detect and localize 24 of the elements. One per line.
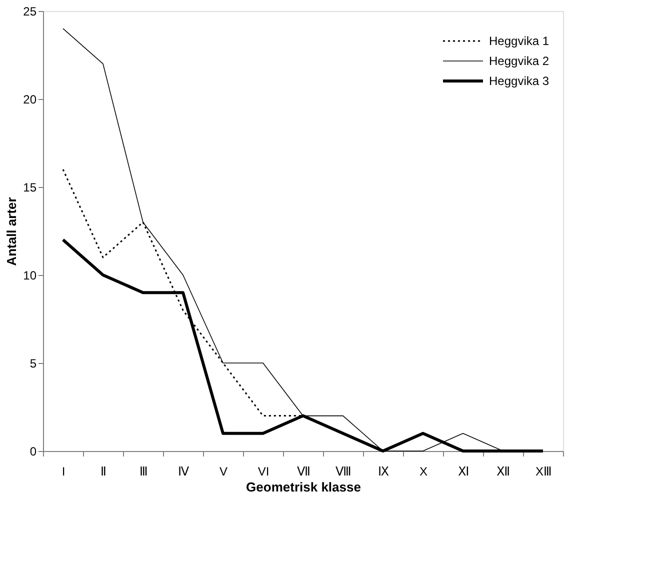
- x-tick-label: Ⅶ: [297, 464, 310, 478]
- y-tick-label: 10: [23, 268, 37, 282]
- x-tick-label: Ⅲ: [140, 464, 148, 478]
- legend-label: Heggvika 2: [489, 54, 550, 68]
- y-tick-label: 0: [30, 444, 37, 458]
- x-tick-label: Ⅱ: [100, 464, 106, 478]
- x-axis-title: Geometrisk klasse: [246, 480, 361, 494]
- x-tick-label: VI: [258, 464, 270, 478]
- x-tick-label: Ⅻ: [496, 464, 510, 478]
- x-tick-label: X: [419, 464, 428, 478]
- y-axis-title: Antall arter: [4, 197, 20, 266]
- y-tick-label: 20: [23, 92, 37, 106]
- x-tick-label: V: [219, 464, 228, 478]
- legend-label: Heggvika 3: [489, 74, 550, 88]
- x-tick-label: XⅢ: [535, 464, 552, 478]
- y-tick-label: 15: [23, 180, 37, 194]
- y-tick-label: 25: [23, 4, 37, 18]
- y-tick-label: 5: [30, 356, 37, 370]
- x-tick-label: I: [62, 464, 66, 478]
- x-tick-label: Ⅺ: [458, 464, 469, 478]
- x-tick-label: Ⅷ: [336, 464, 352, 478]
- legend-label: Heggvika 1: [489, 34, 550, 48]
- x-tick-label: Ⅳ: [178, 464, 189, 478]
- x-tick-label: Ⅸ: [378, 464, 389, 478]
